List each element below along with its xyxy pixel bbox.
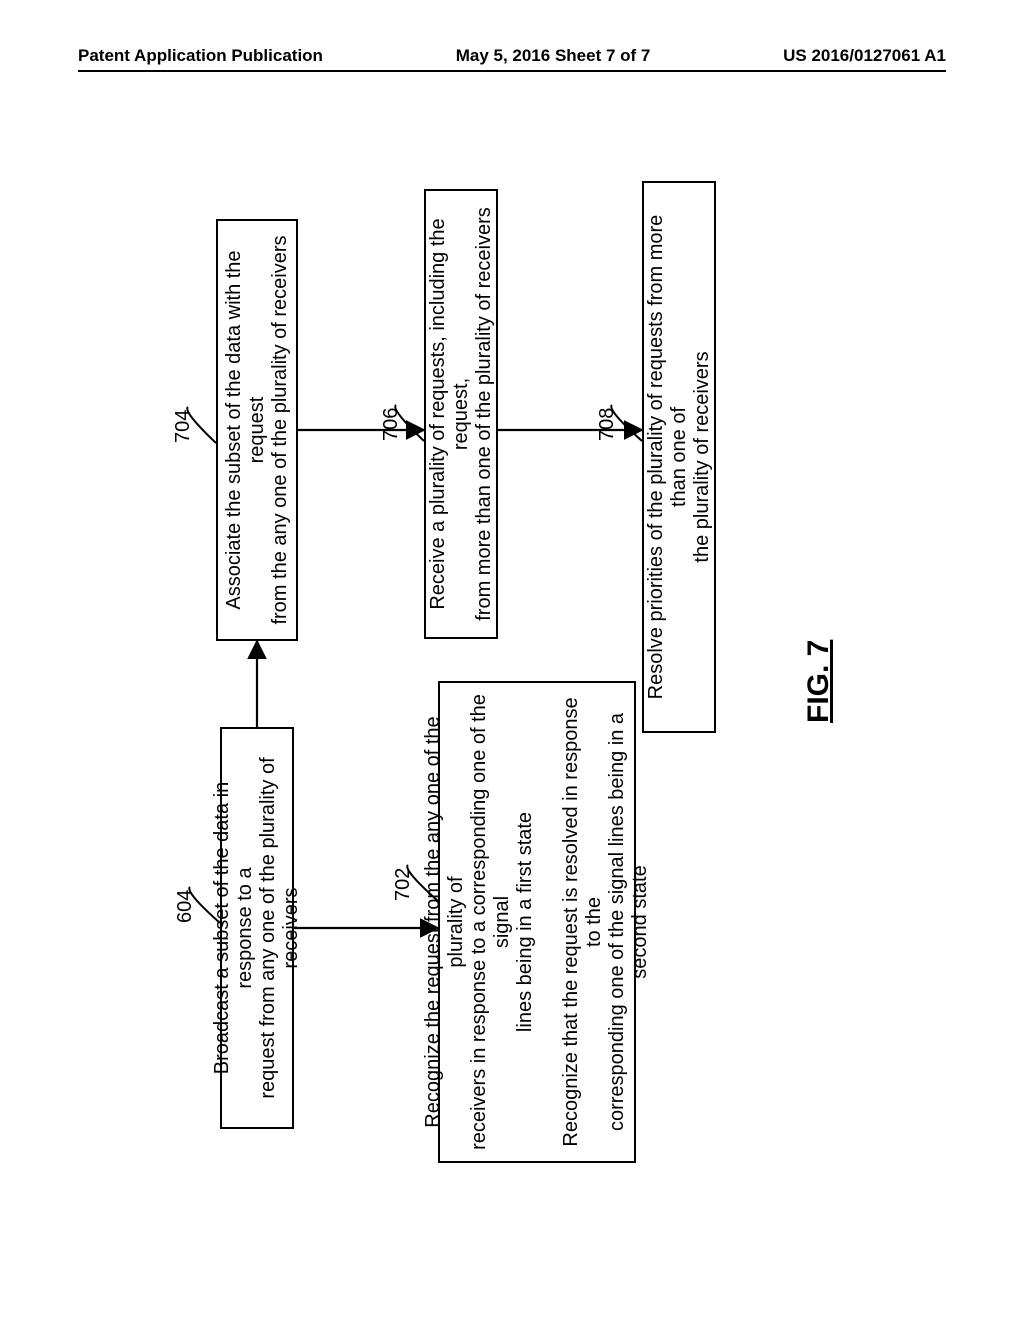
ref-604: 604: [174, 890, 197, 923]
box-706-receive: Receive a plurality of requests, includi…: [424, 189, 498, 639]
flowchart: Broadcast a subset of the data in respon…: [112, 137, 912, 1193]
diagram-rotated-container: Broadcast a subset of the data in respon…: [0, 265, 1024, 1065]
header-left: Patent Application Publication: [78, 46, 323, 66]
box-708-resolve: Resolve priorities of the plurality of r…: [642, 181, 716, 733]
box-604-broadcast: Broadcast a subset of the data in respon…: [220, 727, 294, 1129]
box-704-associate: Associate the subset of the data with th…: [216, 219, 298, 641]
header-right: US 2016/0127061 A1: [783, 46, 946, 66]
header-center: May 5, 2016 Sheet 7 of 7: [456, 46, 651, 66]
page-header: Patent Application Publication May 5, 20…: [0, 46, 1024, 66]
box-702-recognize: Recognize the request from the any one o…: [438, 681, 636, 1163]
ref-708: 708: [596, 408, 619, 441]
header-rule: [78, 70, 946, 72]
ref-706: 706: [380, 408, 403, 441]
figure-label: FIG. 7: [802, 640, 836, 723]
ref-702: 702: [392, 868, 415, 901]
ref-704: 704: [172, 410, 195, 443]
